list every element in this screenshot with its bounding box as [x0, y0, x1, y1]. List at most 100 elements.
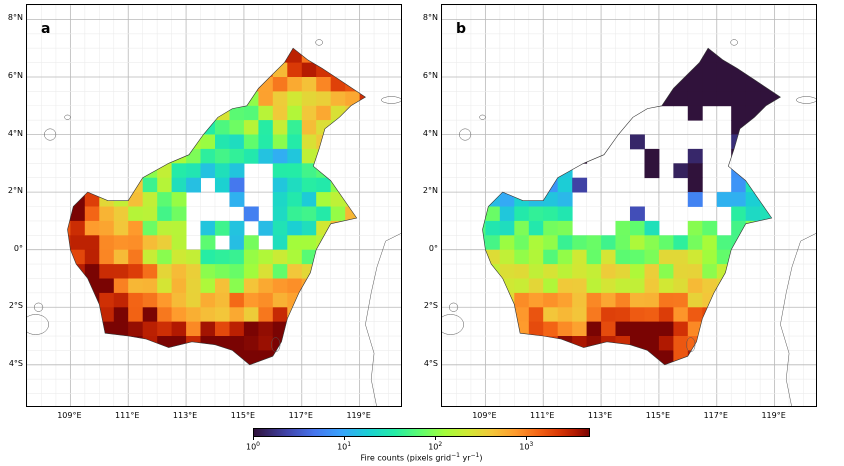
fire-count-cells	[67, 48, 403, 394]
map-b-canvas	[442, 5, 818, 406]
grid-cell	[359, 264, 366, 279]
grid-cell	[731, 365, 746, 380]
grid-cell	[200, 134, 216, 150]
grid-cell	[644, 264, 660, 279]
grid-cell	[485, 379, 500, 394]
grid-cell	[644, 148, 660, 164]
island-outline	[448, 302, 459, 312]
grid-cell	[528, 206, 544, 222]
grid-cell	[287, 220, 303, 236]
grid-cell	[572, 48, 588, 63]
grid-cell	[804, 34, 818, 49]
grid-cell	[601, 77, 616, 92]
grid-cell	[67, 278, 71, 294]
grid-cell	[645, 365, 660, 380]
grid-cell	[543, 62, 559, 78]
grid-cell	[572, 321, 588, 337]
grid-cell	[485, 48, 501, 63]
grid-cell	[774, 77, 781, 92]
grid-cell	[789, 48, 804, 63]
grid-cell	[316, 307, 332, 323]
grid-cell	[142, 292, 158, 308]
grid-cell	[774, 278, 781, 294]
grid-cell	[272, 235, 288, 251]
grid-cell	[702, 249, 718, 265]
grid-cell	[760, 48, 776, 49]
grid-cell	[543, 192, 559, 207]
grid-cell	[630, 249, 645, 265]
grid-cell	[272, 249, 288, 265]
grid-cell	[186, 120, 201, 135]
grid-cell	[301, 264, 317, 279]
grid-cell	[630, 278, 645, 294]
grid-cell	[482, 105, 486, 121]
grid-cell	[615, 91, 631, 107]
grid-cell	[301, 77, 317, 92]
grid-cell	[172, 379, 187, 394]
grid-cell	[301, 292, 317, 308]
grid-cell	[499, 62, 515, 78]
grid-cell	[359, 148, 366, 164]
grid-cell	[485, 220, 501, 236]
grid-cell	[128, 105, 144, 121]
grid-cell	[615, 249, 631, 265]
grid-cell	[702, 235, 718, 251]
grid-cell	[485, 336, 501, 351]
sulawesi-coast	[365, 233, 401, 406]
grid-cell	[745, 177, 761, 193]
grid-cell	[702, 379, 717, 394]
grid-cell	[113, 278, 129, 294]
grid-cell	[789, 106, 804, 121]
island-outline	[730, 39, 738, 46]
grid-cell	[374, 221, 389, 236]
grid-cell	[99, 177, 115, 193]
grid-cell	[482, 120, 486, 135]
grid-cell	[287, 77, 303, 92]
grid-cell	[229, 148, 245, 164]
grid-cell	[171, 249, 187, 265]
grid-cell	[482, 77, 486, 92]
grid-cell	[99, 278, 115, 294]
grid-cell	[128, 134, 144, 150]
grid-cell	[658, 292, 674, 308]
grid-cell	[760, 365, 775, 380]
grid-cell	[316, 77, 332, 92]
grid-cell	[644, 321, 660, 337]
grid-cell	[543, 120, 559, 135]
grid-cell	[543, 321, 559, 337]
grid-cell	[731, 48, 747, 49]
grid-cell	[345, 91, 361, 107]
grid-cell	[557, 177, 573, 193]
grid-cell	[67, 350, 71, 365]
grid-cell	[345, 220, 361, 236]
grid-cell	[745, 292, 761, 308]
grid-cell	[84, 307, 100, 323]
grid-cell	[171, 48, 187, 63]
grid-cell	[272, 192, 288, 207]
grid-cell	[389, 77, 403, 92]
grid-cell	[514, 292, 530, 308]
grid-cell	[804, 322, 818, 337]
grid-cell	[99, 192, 115, 207]
grid-cell	[316, 336, 332, 351]
grid-cell	[514, 350, 530, 365]
grid-cell	[615, 321, 631, 337]
grid-cell	[557, 148, 573, 164]
grid-cell	[345, 105, 361, 121]
grid-cell	[171, 148, 187, 164]
grid-cell	[229, 220, 245, 236]
grid-cell	[186, 48, 201, 49]
grid-cell	[244, 379, 259, 394]
grid-cell	[716, 336, 732, 351]
grid-cell	[302, 365, 317, 380]
grid-cell	[157, 177, 173, 193]
grid-cell	[586, 264, 602, 279]
grid-cell	[215, 177, 230, 193]
lat-tick-label: 0°	[428, 243, 438, 253]
grid-cell	[113, 249, 129, 265]
grid-cell	[359, 91, 366, 107]
grid-cell	[658, 321, 674, 337]
grid-cell	[316, 292, 332, 308]
grid-cell	[789, 365, 804, 380]
grid-cell	[658, 62, 674, 78]
